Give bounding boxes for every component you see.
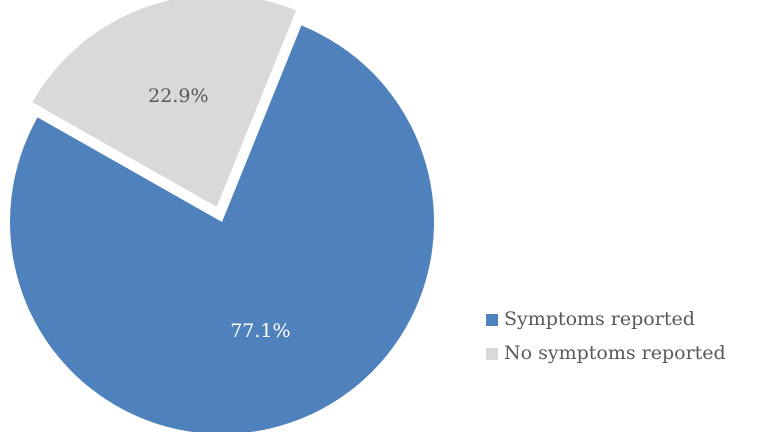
pie-slices (10, 0, 434, 432)
legend-swatch-no-symptoms-reported (486, 348, 498, 360)
legend-label-no-symptoms-reported: No symptoms reported (504, 342, 726, 364)
data-label-symptoms-reported: 77.1% (230, 320, 290, 342)
legend-swatch-symptoms-reported (486, 314, 498, 326)
data-label-no-symptoms-reported: 22.9% (148, 85, 208, 107)
legend: Symptoms reported No symptoms reported (486, 308, 726, 364)
legend-label-symptoms-reported: Symptoms reported (504, 308, 695, 330)
pie-slice-no-symptoms-reported (32, 0, 297, 207)
pie-slice-symptoms-reported (10, 25, 434, 432)
pie-data-labels: 77.1% 22.9% (148, 85, 290, 342)
